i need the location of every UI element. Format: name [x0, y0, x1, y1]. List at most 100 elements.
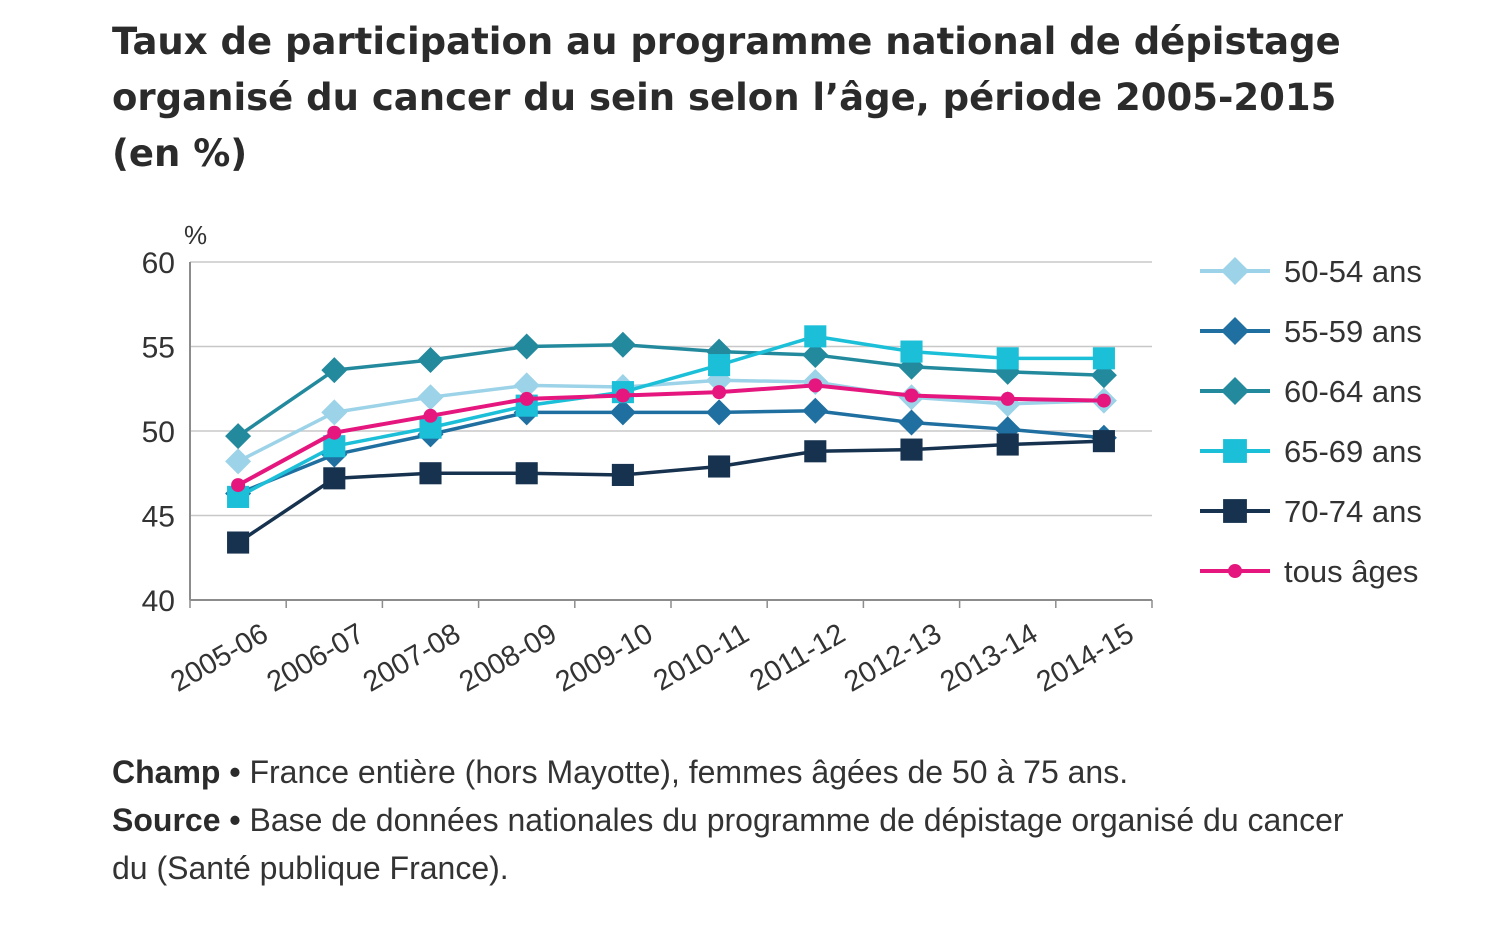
- y-tick-label: 40: [142, 585, 175, 618]
- data-point: [423, 408, 438, 423]
- x-tick-label: 2012-13: [839, 618, 947, 699]
- legend-item: 70-74 ans: [1200, 494, 1422, 529]
- legend-item: 60-64 ans: [1200, 374, 1422, 409]
- y-tick-label: 50: [142, 416, 175, 449]
- data-point: [321, 399, 348, 426]
- data-point: [1092, 430, 1115, 453]
- champ-text: France entière (hors Mayotte), femmes âg…: [240, 754, 1129, 790]
- legend-label: 55-59 ans: [1284, 314, 1422, 349]
- data-point: [609, 331, 636, 358]
- legend-item: 50-54 ans: [1200, 254, 1422, 289]
- data-point: [802, 341, 829, 368]
- data-point: [419, 416, 442, 439]
- data-point: [804, 325, 827, 348]
- title-line-3: (en %): [112, 132, 248, 175]
- data-point: [996, 433, 1019, 456]
- x-tick-labels: 2005-062006-072007-082008-092009-102010-…: [165, 618, 1139, 699]
- series-70-74-ans: [227, 430, 1115, 554]
- data-point: [519, 391, 534, 406]
- chart-title: Taux de participation au programme natio…: [112, 14, 1412, 182]
- data-point: [1096, 393, 1111, 408]
- data-point: [227, 485, 250, 508]
- title-line-1: Taux de participation au programme natio…: [112, 20, 1341, 63]
- legend-item: tous âges: [1200, 554, 1418, 589]
- series-line: [237, 343, 1104, 438]
- champ-note: Champ • France entière (hors Mayotte), f…: [112, 748, 1452, 796]
- series-tous-ges: [231, 378, 1111, 493]
- data-point: [802, 397, 829, 424]
- x-tick-label: 2009-10: [550, 618, 658, 699]
- legend-label: 70-74 ans: [1284, 494, 1422, 529]
- data-point: [712, 385, 727, 400]
- x-tick-label: 2014-15: [1031, 618, 1139, 699]
- data-point: [515, 462, 538, 485]
- source-note-continued: du (Santé publique France).: [112, 850, 509, 886]
- data-point: [900, 340, 923, 363]
- y-tick-label: 45: [142, 501, 175, 534]
- data-point: [417, 347, 444, 374]
- y-tick-labels: 40 45 50 55 60: [142, 247, 175, 618]
- series-group: [225, 325, 1117, 554]
- series-line: [237, 383, 1104, 487]
- y-tick-label: 60: [142, 247, 175, 280]
- legend: 50-54 ans 55-59 ans 60-64 ans 65-69 ans 70-7…: [1200, 254, 1422, 589]
- data-point: [417, 384, 444, 411]
- data-point: [225, 448, 252, 475]
- data-point: [615, 388, 630, 403]
- legend-label: 65-69 ans: [1284, 434, 1422, 469]
- legend-label: 60-64 ans: [1284, 374, 1422, 409]
- y-tick-label: 55: [142, 332, 175, 365]
- data-point: [321, 357, 348, 384]
- series-60-64-ans: [225, 331, 1117, 450]
- data-point: [708, 455, 731, 478]
- data-point: [706, 399, 733, 426]
- x-tick-label: 2011-12: [744, 618, 850, 698]
- source-note: Source • Base de données nationales du p…: [112, 796, 1452, 844]
- series-line: [237, 439, 1104, 544]
- legend-marker: [1223, 499, 1247, 523]
- data-point: [900, 438, 923, 461]
- data-point: [996, 347, 1019, 370]
- series-55-59-ans: [225, 397, 1117, 507]
- data-point: [513, 333, 540, 360]
- data-point: [327, 425, 342, 440]
- series-line: [237, 334, 1104, 499]
- data-point: [227, 531, 250, 554]
- x-tick-label: 2006-07: [262, 618, 370, 699]
- title-line-2: organisé du cancer du sein selon l’âge, …: [112, 76, 1337, 119]
- data-point: [1000, 391, 1015, 406]
- legend-item: 55-59 ans: [1200, 314, 1422, 349]
- data-point: [323, 435, 346, 458]
- legend-marker: [1223, 439, 1247, 463]
- legend-label: tous âges: [1284, 554, 1418, 589]
- x-tick-label: 2008-09: [454, 618, 562, 699]
- x-tick-label: 2010-11: [648, 618, 754, 698]
- data-point: [611, 463, 634, 486]
- series-65-69-ans: [227, 325, 1115, 508]
- chart-notes: Champ • France entière (hors Mayotte), f…: [112, 748, 1452, 892]
- data-point: [904, 388, 919, 403]
- data-point: [231, 478, 246, 493]
- line-chart: % 40 45 50 55 60 2005-062006-072007-082008-0…: [142, 220, 1422, 699]
- data-point: [804, 440, 827, 463]
- x-tick-label: 2013-14: [935, 618, 1043, 699]
- champ-label: Champ •: [112, 754, 241, 790]
- legend-marker: [1228, 564, 1242, 578]
- legend-marker: [1221, 377, 1249, 405]
- series-line: [237, 408, 1105, 496]
- data-point: [808, 378, 823, 393]
- data-point: [513, 372, 540, 399]
- x-tick-label: 2005-06: [165, 618, 273, 699]
- series-50-54-ans: [225, 367, 1117, 475]
- data-point: [323, 467, 346, 490]
- source-text-1: Base de données nationales du programme …: [240, 802, 1344, 838]
- data-point: [898, 409, 925, 436]
- legend-label: 50-54 ans: [1284, 254, 1422, 289]
- data-point: [419, 462, 442, 485]
- axes: %: [184, 220, 1153, 608]
- data-point: [609, 399, 636, 426]
- legend-marker: [1221, 257, 1249, 285]
- series-line: [237, 378, 1104, 463]
- source-label: Source •: [112, 802, 241, 838]
- data-point: [225, 423, 252, 450]
